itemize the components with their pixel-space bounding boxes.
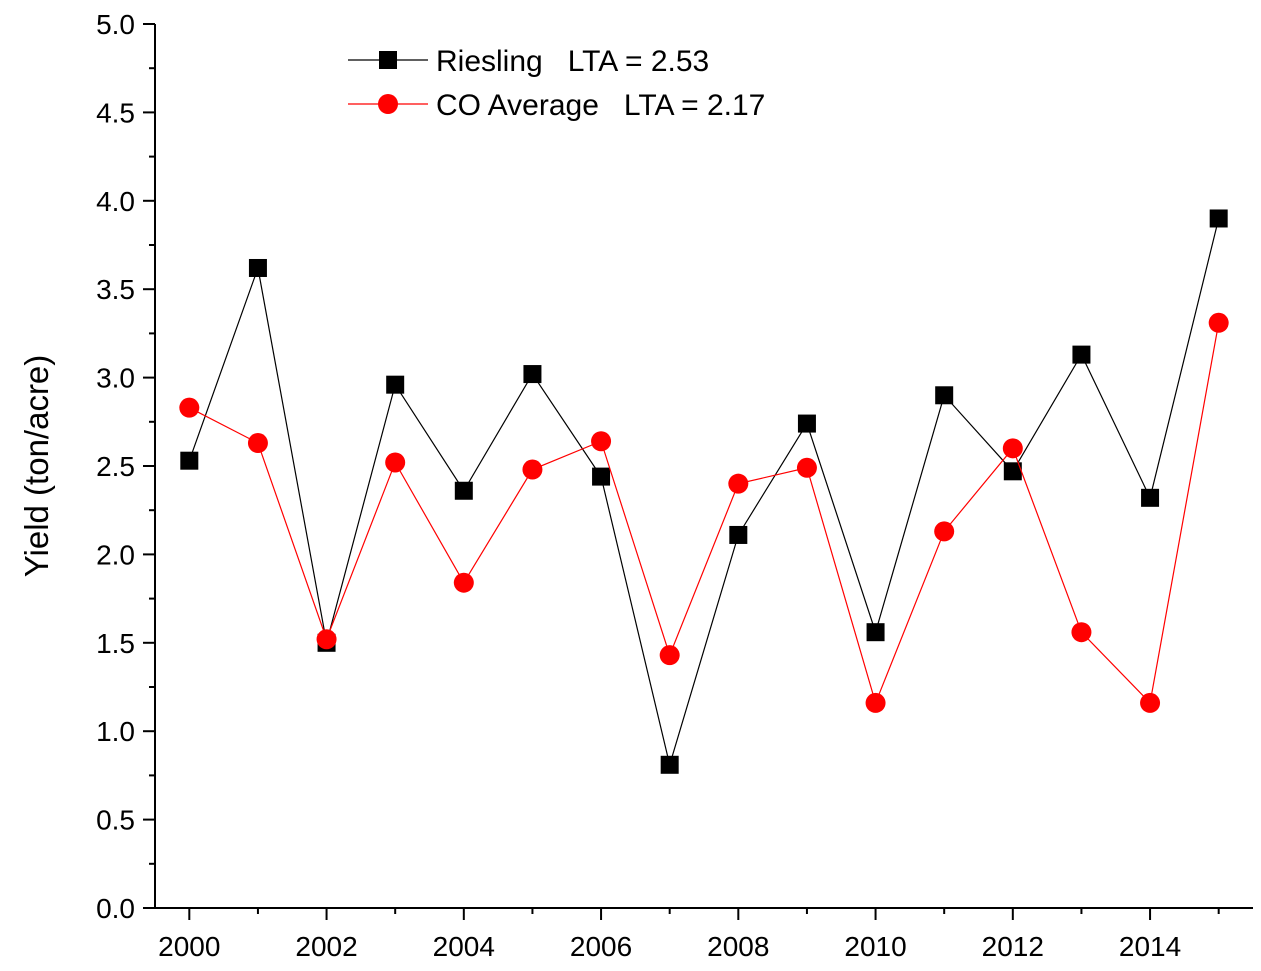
series-line	[189, 322, 1220, 705]
data-point	[797, 414, 816, 433]
x-tick-label: 2006	[570, 931, 632, 962]
data-point	[386, 375, 405, 394]
y-tick-label: 2.0	[96, 539, 135, 570]
data-point	[796, 457, 817, 478]
y-tick-label: 3.5	[96, 274, 135, 305]
data-point	[247, 433, 268, 454]
data-point	[454, 481, 473, 500]
x-tick-label: 2008	[707, 931, 769, 962]
y-tick-label: 0.5	[96, 805, 135, 836]
data-point	[660, 755, 679, 774]
data-point	[865, 692, 886, 713]
data-point	[179, 397, 200, 418]
legend-label: Riesling LTA = 2.53	[436, 45, 709, 78]
data-point	[1072, 345, 1091, 364]
x-tick-label: 2004	[433, 931, 495, 962]
data-point	[453, 572, 474, 593]
data-point	[1141, 488, 1160, 507]
data-point	[522, 459, 543, 480]
data-point	[1208, 312, 1229, 333]
series-1	[180, 209, 1228, 774]
y-tick-label: 4.0	[96, 186, 135, 217]
y-tick-label: 3.0	[96, 363, 135, 394]
data-point	[934, 521, 955, 542]
x-tick-label: 2014	[1119, 931, 1181, 962]
data-point	[591, 431, 612, 452]
x-tick-label: 2002	[295, 931, 357, 962]
data-point	[659, 645, 680, 666]
legend: Riesling LTA = 2.53 CO Average LTA = 2.17	[348, 45, 765, 122]
series-layer	[179, 209, 1229, 774]
legend-marker	[379, 51, 397, 69]
y-tick-label: 2.5	[96, 451, 135, 482]
series-line	[188, 218, 1220, 768]
series-2	[179, 312, 1229, 713]
data-point	[728, 473, 749, 494]
data-point	[729, 525, 748, 544]
y-axis-title: Yield (ton/acre)	[18, 355, 55, 578]
data-point	[935, 386, 954, 405]
legend-item: CO Average LTA = 2.17	[348, 89, 765, 122]
data-point	[592, 467, 611, 486]
y-tick-label: 1.5	[96, 628, 135, 659]
data-point	[1003, 462, 1022, 481]
x-tick-label: 2000	[158, 931, 220, 962]
y-tick-label: 1.0	[96, 716, 135, 747]
data-point	[316, 629, 337, 650]
legend-marker	[378, 94, 398, 114]
data-point	[866, 623, 885, 642]
legend-item: Riesling LTA = 2.53	[348, 45, 709, 78]
legend-label: CO Average LTA = 2.17	[436, 89, 765, 122]
data-point	[385, 452, 406, 473]
x-tick-label: 2012	[982, 931, 1044, 962]
data-point	[248, 258, 267, 277]
data-point	[523, 365, 542, 384]
data-point	[180, 451, 199, 470]
y-tick-label: 0.0	[96, 893, 135, 924]
y-tick-label: 5.0	[96, 9, 135, 40]
axes: 0.0 0.5 1.0 1.5 2.0 2.5 3.0 3.5 4.0 4.5 5.0 2000 200…	[96, 9, 1253, 962]
data-point	[1071, 622, 1092, 643]
data-point	[1140, 692, 1161, 713]
y-tick-label: 4.5	[96, 97, 135, 128]
x-tick-label: 2010	[844, 931, 906, 962]
data-point	[1209, 209, 1228, 228]
data-point	[1002, 438, 1023, 459]
